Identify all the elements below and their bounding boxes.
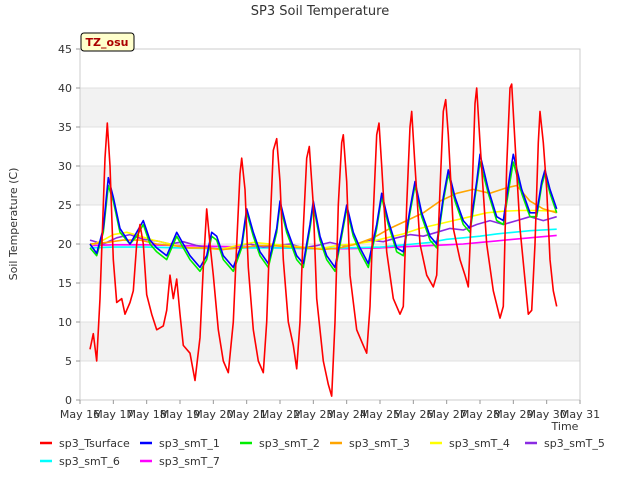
y-tick-label: 10 xyxy=(58,316,72,329)
x-tick-label: May 17 xyxy=(93,408,133,421)
site-badge-box xyxy=(80,32,135,52)
series-layer xyxy=(89,83,558,397)
plot-frame xyxy=(79,48,581,401)
legend-label: sp3_smT_1 xyxy=(159,437,220,450)
grid-band xyxy=(80,88,580,127)
legend-label: sp3_smT_5 xyxy=(544,437,605,450)
x-tick-label: May 18 xyxy=(127,408,167,421)
legend-label: sp3_smT_6 xyxy=(59,455,120,468)
y-tick-label: 20 xyxy=(58,238,72,251)
y-tick-label: 5 xyxy=(65,355,72,368)
series-line-sp3-smt-2 xyxy=(89,161,558,273)
site-badge: TZ_osu xyxy=(80,32,135,52)
y-axis-label: Soil Temperature (C) xyxy=(7,168,20,281)
chart-title: SP3 Soil Temperature xyxy=(251,4,389,19)
x-tick-label: May 26 xyxy=(393,408,433,421)
x-tick-label: May 22 xyxy=(260,408,300,421)
x-tick-label: May 28 xyxy=(460,408,500,421)
x-tick-label: May 20 xyxy=(193,408,233,421)
legend-label: sp3_Tsurface xyxy=(59,437,130,450)
legend-label: sp3_smT_2 xyxy=(259,437,320,450)
x-axis-label: Time xyxy=(551,420,579,433)
y-tick-label: 0 xyxy=(65,394,72,407)
series-line-sp3-smt-7 xyxy=(89,234,557,250)
y-tick-label: 40 xyxy=(58,82,72,95)
y-tick-label: 15 xyxy=(58,277,72,290)
y-tick-label: 35 xyxy=(58,121,72,134)
x-tick-label: May 27 xyxy=(427,408,467,421)
x-tick-label: May 31 xyxy=(560,408,600,421)
legend: sp3_Tsurface sp3_smT_1 sp3_smT_2 sp3_smT_3 s… xyxy=(40,437,605,468)
legend-label: sp3_smT_7 xyxy=(159,455,220,468)
x-tick-label: May 19 xyxy=(160,408,200,421)
y-axis-ticks: 0 5 10 15 20 25 30 35 40 45 xyxy=(58,43,80,407)
legend-label: sp3_smT_3 xyxy=(349,437,410,450)
series-line-sp3-smt-1 xyxy=(89,153,558,269)
series-line-sp3-tsurface xyxy=(89,83,558,397)
legend-label: sp3_smT_4 xyxy=(449,437,510,450)
site-badge-label: TZ_osu xyxy=(86,36,129,49)
x-tick-label: May 16 xyxy=(60,408,100,421)
grid-band xyxy=(80,166,580,205)
y-tick-label: 30 xyxy=(58,160,72,173)
x-tick-label: May 23 xyxy=(293,408,333,421)
x-tick-label: May 24 xyxy=(327,408,367,421)
x-tick-label: May 29 xyxy=(493,408,533,421)
x-tick-label: May 30 xyxy=(527,408,567,421)
grid-band xyxy=(80,322,580,361)
y-tick-label: 45 xyxy=(58,43,72,56)
x-tick-label: May 21 xyxy=(227,408,267,421)
y-tick-label: 25 xyxy=(58,199,72,212)
x-tick-label: May 25 xyxy=(360,408,400,421)
